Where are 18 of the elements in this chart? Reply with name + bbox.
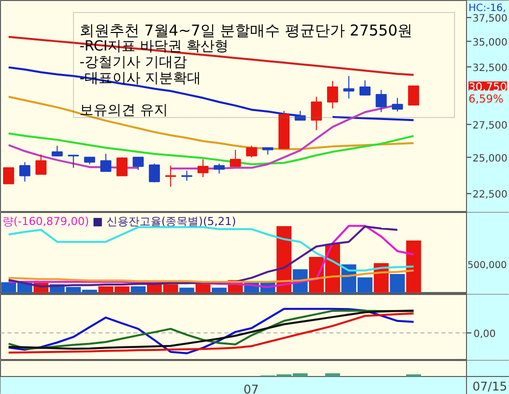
annotation: -강철기사 기대감 (80, 54, 188, 70)
y-tick-label: 22,500 (472, 190, 508, 201)
text: 30,750 (468, 80, 507, 94)
y-tick-label: 25,000 (472, 153, 508, 164)
text: 500,000 (468, 260, 507, 271)
annotation: 보유의견 유지 (80, 102, 168, 118)
text: 07 (244, 382, 259, 394)
ref-line-label: 0,00 (474, 328, 496, 340)
text: 07/15 (472, 380, 508, 394)
y-tick-label: 35,000 (472, 37, 508, 48)
annotation: ■ 신용잔고율(종목별)(5,21) (92, 215, 236, 228)
y-tick-label: 37,500 (472, 14, 508, 25)
annotation: 량(-160,879,00) (2, 215, 90, 228)
text: 6,59% (468, 92, 504, 106)
text: HC:-16, (468, 3, 506, 14)
text: 회원추천 7월4~7일 분할매수 평균단가 27550원 (80, 22, 412, 40)
y-tick-label: 27,500 (472, 120, 508, 132)
y-tick-label: 32,500 (472, 62, 508, 74)
